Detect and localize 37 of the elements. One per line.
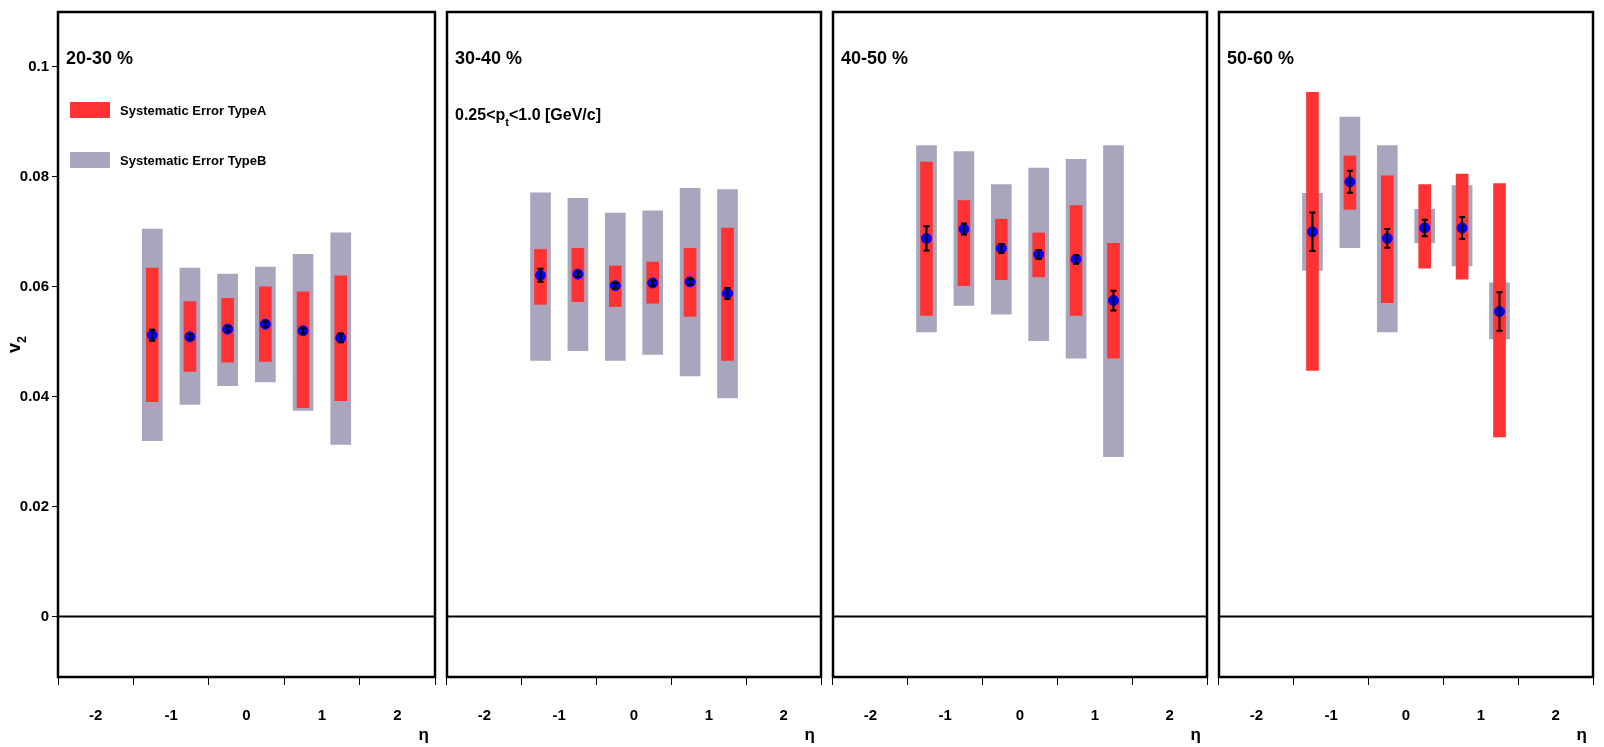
x-axis-title: η — [1576, 725, 1588, 744]
x-tick-label: 1 — [317, 706, 327, 724]
x-tick-label: 2 — [779, 706, 788, 724]
y-axis-title: v2 — [4, 335, 30, 354]
x-tick-label: 0 — [1015, 706, 1025, 724]
x-tick-label: -1 — [552, 706, 566, 724]
x-tick-label: -2 — [477, 706, 492, 724]
x-tick-label: -2 — [89, 706, 103, 724]
y-tick-label: 0.02 — [19, 496, 49, 514]
x-tick-label: 2 — [393, 706, 402, 724]
x-tick-label: 0 — [242, 706, 251, 724]
x-tick-label: 0 — [1401, 706, 1411, 724]
y-tick-label: 0.1 — [28, 57, 49, 75]
y-tick-label: 0 — [40, 606, 49, 624]
x-tick-label: 0 — [629, 706, 639, 724]
x-tick-label: 1 — [1476, 706, 1485, 724]
x-tick-label: 1 — [1090, 706, 1099, 724]
text: 20-30 % — [66, 48, 134, 68]
x-tick-label: 2 — [1165, 706, 1174, 724]
text: 50-60 % — [1227, 48, 1295, 68]
y-tick-label: 0.04 — [19, 386, 50, 404]
legend-label: Systematic Error TypeA — [120, 103, 268, 118]
x-tick-label: -1 — [164, 706, 178, 724]
x-tick-label: -1 — [938, 706, 952, 724]
legend-label: Systematic Error TypeB — [120, 153, 267, 168]
x-tick-label: -2 — [1249, 706, 1264, 724]
x-axis-title: η — [1190, 725, 1202, 744]
x-tick-label: 2 — [1551, 706, 1560, 724]
x-axis-title: η — [418, 725, 430, 744]
x-tick-label: 1 — [704, 706, 713, 724]
x-axis-title: η — [804, 725, 816, 744]
y-tick-label: 0.08 — [19, 167, 49, 185]
text: 40-50 % — [841, 48, 909, 68]
x-tick-label: -2 — [863, 706, 878, 724]
y-tick-label: 0.06 — [19, 276, 49, 294]
text: 30-40 % — [455, 48, 523, 68]
x-tick-label: -1 — [1324, 706, 1338, 724]
